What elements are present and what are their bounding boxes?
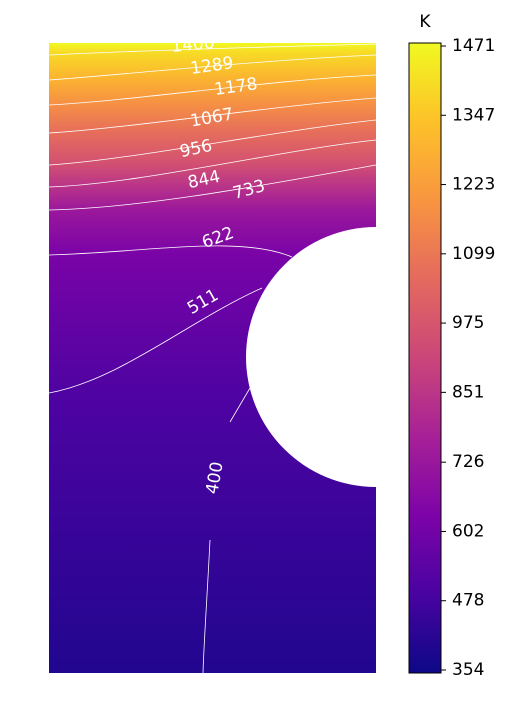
colorbar-label: K [419, 12, 431, 32]
colorbar-tick-label: 726 [452, 452, 484, 472]
contour-line [48, 74, 377, 106]
contour-line [202, 387, 251, 674]
colorbar-tick-label: 1471 [452, 36, 495, 56]
hole-edge [376, 220, 396, 500]
contour-label: 1400 [171, 33, 216, 57]
colorbar-tick-label: 478 [452, 591, 484, 611]
colorbar-tick-label: 1223 [452, 175, 495, 195]
colorbar-tick-label: 975 [452, 313, 484, 333]
contour-line [48, 245, 293, 258]
contour-line [48, 54, 377, 81]
colorbar-tick-label: 602 [452, 521, 484, 541]
contour-line [48, 119, 377, 166]
contour-line [48, 43, 377, 56]
contour-line [48, 97, 377, 134]
contour-line [48, 287, 263, 394]
colorbar-tick-label: 1099 [452, 244, 495, 264]
colorbar [408, 42, 442, 674]
contour-line [48, 139, 377, 188]
contour-line [48, 164, 377, 211]
colorbar-tick-label: 354 [452, 660, 484, 680]
colorbar-tick-label: 851 [452, 382, 484, 402]
colorbar-tick-label: 1347 [452, 105, 495, 125]
